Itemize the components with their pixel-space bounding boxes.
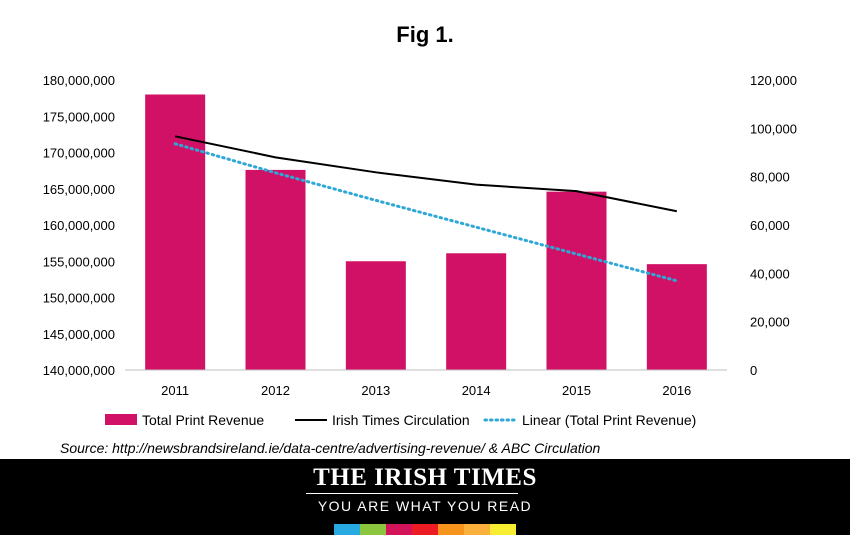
bar-2015 [546,191,607,370]
right-tick-label: 80,000 [750,170,790,185]
legend-swatch-bar [105,414,137,425]
left-tick-label: 170,000,000 [43,146,115,161]
circulation-line [174,135,678,213]
bar-2014 [446,253,507,370]
color-strip-segment [464,524,490,535]
right-tick-label: 20,000 [750,315,790,330]
legend-label: Linear (Total Print Revenue) [522,412,696,428]
left-tick-label: 150,000,000 [43,291,115,306]
x-tick-label: 2014 [462,383,491,398]
chart-title: Fig 1. [396,22,453,47]
left-tick-label: 175,000,000 [43,109,115,124]
right-tick-label: 0 [750,363,757,378]
bar-2016 [646,264,707,370]
right-axis-ticks: 0 20,000 40,000 60,000 80,000 100,000 120,000 [750,73,797,378]
x-tick-label: 2015 [562,383,591,398]
color-strip-segment [360,524,386,535]
right-tick-label: 120,000 [750,73,797,88]
right-tick-label: 60,000 [750,218,790,233]
x-tick-label: 2011 [161,383,189,398]
color-strip-segment [386,524,412,535]
x-tick-label: 2012 [261,383,290,398]
bar-series [145,94,707,370]
source-note: Source: http://newsbrandsireland.ie/data… [60,440,601,456]
color-strip [334,524,516,535]
color-strip-segment [412,524,438,535]
left-axis-ticks: 140,000,000 145,000,000 150,000,000 155,000… [43,73,115,378]
color-strip-segment [490,524,516,535]
legend: Total Print Revenue Irish Times Circulati… [105,412,696,428]
tagline: YOU ARE WHAT YOU READ [317,498,533,514]
left-tick-label: 180,000,000 [43,73,115,88]
legend-label: Total Print Revenue [142,412,264,428]
color-strip-segment [334,524,360,535]
bar-2012 [245,169,306,370]
left-tick-label: 140,000,000 [43,363,115,378]
masthead-logo: THE IRISH TIMES [313,464,537,491]
combo-chart: Fig 1. 140,000,000 145,000,000 150,000,000… [43,22,797,428]
bar-2011 [145,94,206,370]
trendline-series [173,142,679,283]
left-tick-label: 145,000,000 [43,327,115,342]
right-tick-label: 100,000 [750,121,797,136]
right-tick-label: 40,000 [750,266,790,281]
masthead-rule [306,493,518,494]
color-strip-segment [438,524,464,535]
left-tick-label: 165,000,000 [43,182,115,197]
bar-2013 [345,261,406,370]
x-tick-label: 2013 [361,383,390,398]
footer-banner: THE IRISH TIMES YOU ARE WHAT YOU READ [0,459,850,535]
left-tick-label: 160,000,000 [43,218,115,233]
left-tick-label: 155,000,000 [43,254,115,269]
x-axis-ticks: 2011 2012 2013 2014 2015 2016 [161,383,691,398]
legend-label: Irish Times Circulation [332,412,470,428]
line-series [173,135,679,283]
x-tick-label: 2016 [662,383,691,398]
